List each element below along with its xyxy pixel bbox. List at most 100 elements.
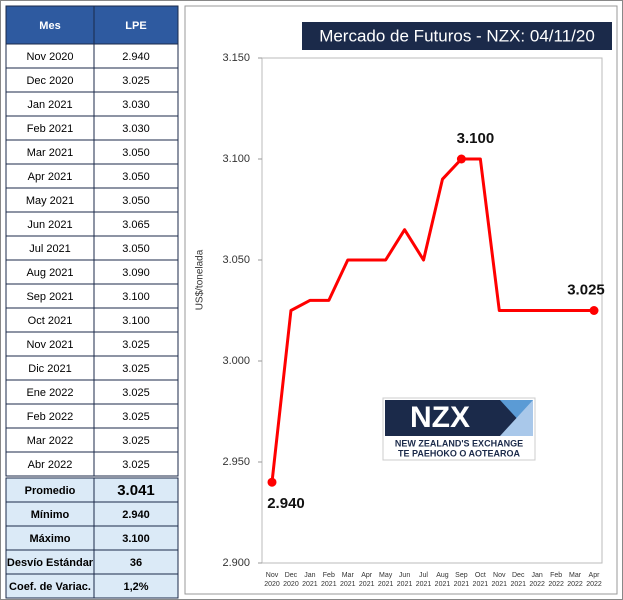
stat-cell	[5, 549, 95, 575]
stat-value: 3.100	[122, 533, 150, 545]
x-tick-label: May 2021	[377, 572, 394, 588]
x-tick-label: Feb 2021	[321, 572, 337, 588]
row-value: 3.030	[122, 123, 150, 135]
line	[270, 157, 594, 483]
stat-label: Mínimo	[31, 509, 70, 521]
stat-cell	[5, 573, 95, 599]
y-tick-label: 2.950	[222, 456, 250, 468]
row-cell	[93, 355, 179, 381]
stat-label: Promedio	[25, 485, 76, 497]
x-tick-label: Sep 2021	[453, 572, 470, 588]
y-axis-title: US$/tonelada	[195, 249, 206, 310]
row-label: Feb 2021	[27, 123, 73, 135]
header-value: LPE	[125, 20, 146, 32]
y-tick-label: 3.100	[222, 153, 250, 165]
row-cell	[93, 163, 179, 189]
header-cell	[93, 5, 179, 45]
row-cell	[5, 379, 95, 405]
row-cell	[93, 67, 179, 93]
stat-value: 2.940	[122, 509, 150, 521]
stat-cell	[5, 501, 95, 527]
stat-label: Desvío Estándar	[7, 557, 94, 569]
row-label: Dec 2020	[26, 75, 73, 87]
title-box	[302, 22, 612, 50]
row-value: 3.030	[122, 99, 150, 111]
row-cell	[93, 211, 179, 237]
row-cell	[5, 187, 95, 213]
row-value: 3.050	[122, 195, 150, 207]
x-tick-label: Nov 2021	[491, 572, 508, 588]
x-tick-label: Dec 2020	[283, 572, 299, 588]
row-cell	[5, 307, 95, 333]
stat-cell	[5, 477, 95, 503]
row-cell	[93, 403, 179, 429]
stat-cell	[93, 477, 179, 503]
row-cell	[5, 283, 95, 309]
x-tick-label: Jan 2022	[529, 572, 545, 588]
row-value: 3.100	[122, 291, 150, 303]
stat-value: 1,2%	[123, 581, 148, 593]
x-tick-label: Jul 2021	[415, 572, 432, 588]
x-tick-label: Oct 2021	[472, 572, 489, 588]
stat-label: Coef. de Variac.	[9, 581, 91, 593]
row-label: Sep 2021	[26, 291, 73, 303]
row-value: 3.050	[122, 171, 150, 183]
row-label: May 2021	[26, 195, 74, 207]
logo-shape	[500, 400, 533, 436]
row-label: Feb 2022	[27, 411, 73, 423]
row-label: Jul 2021	[29, 243, 71, 255]
header-label: Mes	[39, 20, 60, 32]
row-cell	[93, 283, 179, 309]
row-value: 3.090	[122, 267, 150, 279]
row-label: Abr 2022	[28, 459, 73, 471]
y-tick-label: 3.150	[222, 52, 250, 64]
logo-line: NEW ZEALAND'S EXCHANGE	[395, 438, 523, 448]
row-cell	[93, 259, 179, 285]
row-cell	[93, 115, 179, 141]
row-cell	[93, 451, 179, 477]
x-tick-label: Mar 2021	[339, 572, 356, 588]
x-tick-label: Feb 2022	[548, 572, 564, 588]
row-value: 3.025	[122, 435, 150, 447]
row-label: Nov 2021	[26, 339, 73, 351]
row-cell	[93, 427, 179, 453]
stat-value: 3.041	[117, 482, 155, 499]
row-cell	[5, 259, 95, 285]
row-value: 3.065	[122, 219, 150, 231]
data-label: 2.940	[267, 495, 305, 512]
row-value: 2.940	[122, 51, 150, 63]
y-tick-label: 3.050	[222, 254, 250, 266]
row-cell	[5, 163, 95, 189]
x-tick-label: Apr 2022	[586, 572, 602, 588]
row-label: Mar 2021	[27, 147, 73, 159]
row-value: 3.025	[122, 75, 150, 87]
stat-cell	[93, 501, 179, 527]
row-value: 3.100	[122, 315, 150, 327]
stat-label: Máximo	[30, 533, 71, 545]
row-value: 3.025	[122, 387, 150, 399]
row-label: Aug 2021	[26, 267, 73, 279]
row-value: 3.025	[122, 339, 150, 351]
row-value: 3.050	[122, 243, 150, 255]
row-value: 3.025	[122, 411, 150, 423]
x-tick-label: Apr 2021	[358, 572, 375, 588]
row-cell	[5, 139, 95, 165]
row-cell	[93, 91, 179, 117]
row-label: Jan 2021	[27, 99, 72, 111]
logo-line: TE PAEHOKO O AOTEAROA	[398, 448, 521, 458]
marker	[456, 154, 466, 164]
x-tick-label: Jan 2021	[302, 572, 318, 588]
row-label: Oct 2021	[28, 315, 73, 327]
row-cell	[93, 187, 179, 213]
y-tick-label: 3.000	[222, 355, 250, 367]
data-label: 3.025	[567, 281, 605, 298]
x-tick-label: Aug 2021	[434, 572, 451, 588]
stat-cell	[93, 573, 179, 599]
row-label: Mar 2022	[27, 435, 73, 447]
row-value: 3.050	[122, 147, 150, 159]
x-tick-label: Jun 2021	[396, 572, 413, 588]
row-cell	[93, 43, 179, 69]
row-label: Ene 2022	[26, 387, 73, 399]
x-tick-label: Mar 2022	[567, 572, 583, 588]
